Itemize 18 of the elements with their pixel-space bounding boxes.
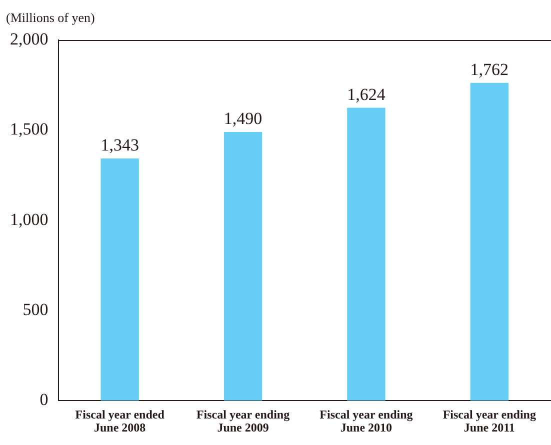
data-label: 1,624 [347,84,386,104]
y-tick-label: 2,000 [10,29,48,48]
bar [100,158,139,401]
x-tick-label: Fiscal year ending June 2009 [196,407,290,434]
y-tick-label: 500 [22,300,48,319]
x-tick-label: Fiscal year ending June 2010 [320,407,413,434]
data-label: 1,490 [224,108,262,128]
y-tick-label: 1,000 [10,210,48,229]
y-tick-label: 1,500 [10,120,48,139]
y-tick-label: 0 [40,390,48,410]
y-axis-title: (Millions of yen) [6,10,95,25]
x-tick-label: Fiscal year ended June 2008 [75,407,165,434]
bar [470,82,508,401]
data-label: 1,343 [100,135,139,154]
data-label: 1,762 [470,60,509,79]
bar [224,132,262,401]
x-tick-label: Fiscal year ending June 2011 [442,407,536,434]
bar [347,108,386,401]
